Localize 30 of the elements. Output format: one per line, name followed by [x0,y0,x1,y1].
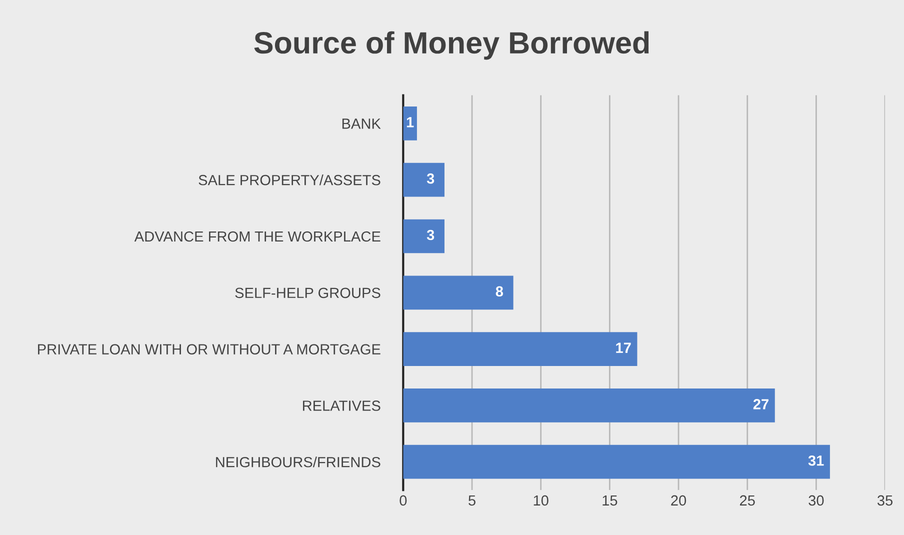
x-tick-label: 0 [400,495,407,506]
y-tick-label: RELATIVES [302,400,380,411]
data-label: 8 [496,286,504,297]
x-tick-label: 35 [877,495,893,506]
data-label: 3 [426,230,434,240]
x-tick-label: 20 [671,495,686,506]
y-tick-label: SELF-HELP GROUPS [235,288,380,298]
data-label: 1 [406,117,414,128]
bar [403,444,830,479]
y-tick-label: SALE PROPERTY/ASSETS [198,174,380,186]
bar [403,276,514,310]
data-label: 3 [426,173,434,184]
y-tick-label: BANK [342,118,381,129]
data-label: 31 [808,455,824,466]
bar [403,332,638,366]
x-tick-label: 10 [534,495,548,506]
bar [403,106,417,140]
x-tick-label: 30 [808,495,824,506]
y-tick-label: NEIGHBOURS/FRIENDS [216,456,380,468]
y-tick-label: ADVANCE FROM THE WORKPLACE [134,231,380,242]
data-label: 27 [753,399,768,410]
y-tick-label: PRIVATE LOAN WITH OR WITHOUT A MORTGAGE [38,344,380,354]
bar [403,388,775,422]
bar [403,162,444,197]
x-tick-label: 25 [740,495,755,506]
bar [403,219,444,254]
chart-title: Source of Money Borrowed [254,31,649,60]
data-label: 17 [616,342,631,353]
x-tick-label: 15 [602,495,618,506]
x-tick-label: 5 [468,495,476,506]
